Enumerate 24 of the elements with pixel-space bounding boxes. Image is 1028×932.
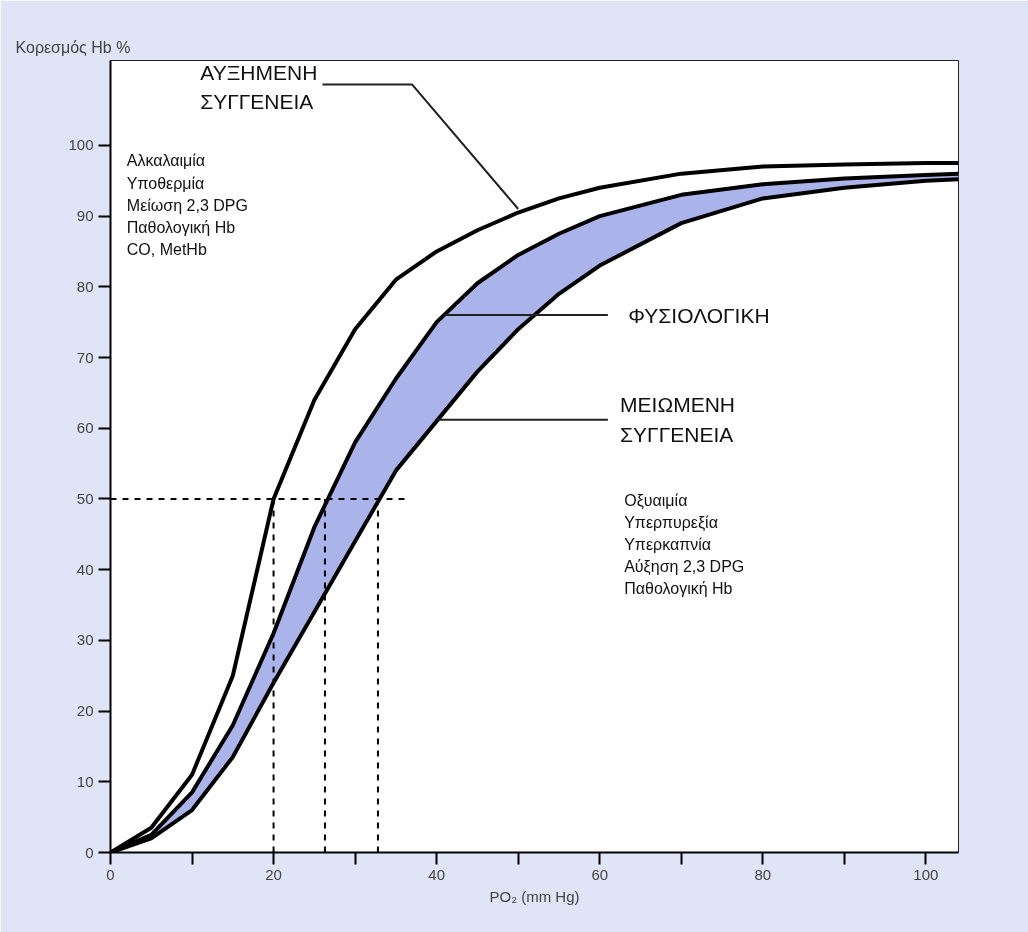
annotation: ΦΥΣΙΟΛΟΓΙΚΗ (628, 303, 770, 327)
x-tick-label: 100 (913, 865, 939, 883)
x-tick-label: 20 (265, 865, 282, 883)
y-axis-title: Κορεσμός Hb % (15, 38, 131, 56)
y-tick-label: 30 (76, 631, 94, 649)
y-tick-label: 80 (76, 277, 94, 295)
y-tick-label: 0 (85, 843, 94, 861)
y-tick-label: 50 (76, 489, 94, 507)
x-tick-label: 80 (754, 865, 772, 883)
x-tick-label: 40 (428, 865, 445, 883)
y-tick-label: 40 (76, 560, 94, 578)
y-tick-label: 90 (76, 207, 94, 225)
y-tick-label: 10 (76, 772, 94, 790)
x-tick-label: 60 (591, 865, 609, 883)
annotation: Αλκαλαιμία Υποθερμία Μείωση 2,3 DPG Παθολογική Hb CO, MetHb (126, 152, 248, 258)
y-tick-label: 20 (76, 702, 94, 720)
annotation: ΜΕΙΩΜΕΝΗ ΣΥΓΓΕΝΕΙΑ (620, 393, 735, 447)
annotation: ΑΥΞΗΜΕΝΗ ΣΥΓΓΕΝΕΙΑ (200, 60, 318, 114)
x-axis-title: PO₂ (mm Hg) (489, 887, 580, 905)
y-tick-label: 100 (68, 136, 94, 154)
y-tick-label: 70 (76, 348, 94, 366)
y-tick-label: 60 (76, 419, 94, 437)
annotation: Οξυαιμία Υπερπυρεξία Υπερκαπνία Αύξηση 2,3 DPG Παθολογική Hb (624, 491, 745, 598)
x-tick-label: 0 (106, 865, 115, 883)
